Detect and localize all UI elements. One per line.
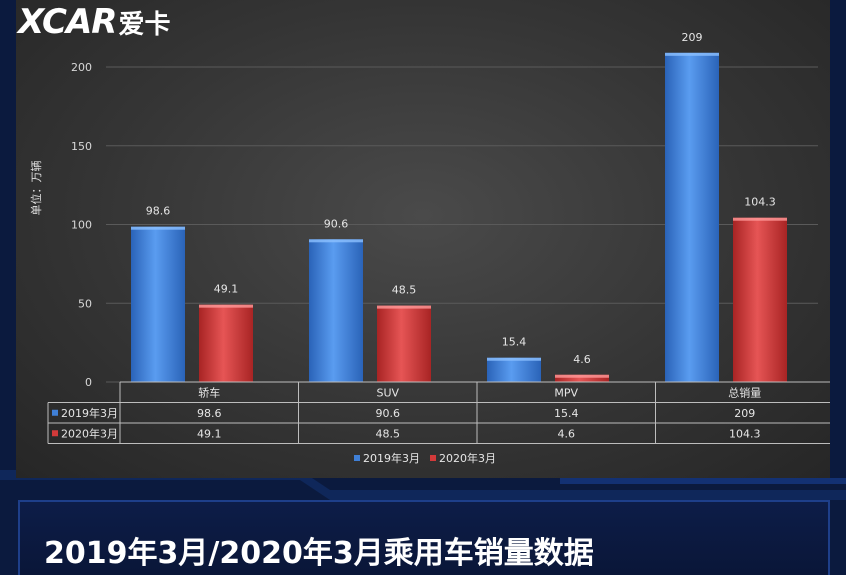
table-cell-value: 209 (734, 407, 755, 420)
logo-brand-text: XCAR (18, 2, 117, 42)
x-tick-label: MPV (554, 386, 578, 399)
bar-top-highlight (309, 239, 363, 243)
bar-top-highlight (733, 217, 787, 221)
y-tick-label: 150 (71, 140, 92, 153)
data-label: 209 (682, 31, 703, 44)
bar-top-highlight (665, 52, 719, 56)
caption-bar: 2019年3月/2020年3月乘用车销量数据 (18, 500, 830, 575)
table-series-name: 2019年3月 (61, 406, 118, 420)
bar-2020-1 (377, 305, 431, 382)
table-legend-key (52, 409, 58, 416)
data-label: 90.6 (324, 217, 349, 230)
xcar-logo: XCAR 爱卡 (18, 2, 171, 42)
bar-top-highlight (131, 226, 185, 230)
bar-2019-1 (309, 239, 363, 382)
y-axis-label: 单位：万辆 (29, 161, 43, 216)
bar-top-highlight (377, 305, 431, 309)
data-label: 98.6 (146, 205, 171, 218)
bar-top-highlight (487, 357, 541, 361)
table-cell-value: 90.6 (376, 407, 401, 420)
table-cell-value: 4.6 (558, 427, 576, 440)
bar-2020-2 (555, 374, 609, 382)
bar-chart: 0 50 100 150 200 单位：万辆 98.6 49.1 90.6 48.5 15.4 4.6… (29, 31, 830, 465)
bar-2020-3 (733, 217, 787, 382)
table-cell-value: 48.5 (376, 427, 401, 440)
legend-key (430, 455, 436, 461)
x-tick-label: 总销量 (728, 385, 761, 399)
data-label: 48.5 (392, 284, 417, 297)
bar-2020-0 (199, 304, 253, 382)
legend-key (354, 455, 360, 461)
legend-label: 2020年3月 (439, 451, 496, 465)
table-cell-value: 15.4 (554, 407, 579, 420)
table-legend-key (52, 430, 58, 437)
chart-panel: 0 50 100 150 200 单位：万辆 98.6 49.1 90.6 48.5 15.4 4.6… (16, 0, 830, 478)
bar-2019-3 (665, 52, 719, 382)
y-tick-label: 0 (85, 376, 92, 389)
x-tick-label: 轿车 (198, 385, 220, 399)
y-tick-label: 100 (71, 219, 92, 232)
bar-top-highlight (555, 374, 609, 378)
bar-top-highlight (199, 304, 253, 308)
logo-chinese-text: 爱卡 (118, 10, 171, 40)
table-series-name: 2020年3月 (61, 426, 118, 440)
caption-title: 2019年3月/2020年3月乘用车销量数据 (44, 536, 594, 571)
table-cell-value: 104.3 (729, 427, 761, 440)
data-label: 15.4 (502, 336, 527, 349)
y-tick-label: 50 (78, 297, 92, 310)
x-tick-label: SUV (376, 386, 399, 399)
data-label: 104.3 (744, 196, 776, 209)
table-cell-value: 98.6 (197, 407, 222, 420)
bar-2019-0 (131, 226, 185, 382)
table-cell-value: 49.1 (197, 427, 222, 440)
bar-2019-2 (487, 357, 541, 382)
data-label: 4.6 (573, 353, 591, 366)
legend-label: 2019年3月 (363, 451, 420, 465)
y-tick-label: 200 (71, 61, 92, 74)
data-label: 49.1 (214, 283, 239, 296)
